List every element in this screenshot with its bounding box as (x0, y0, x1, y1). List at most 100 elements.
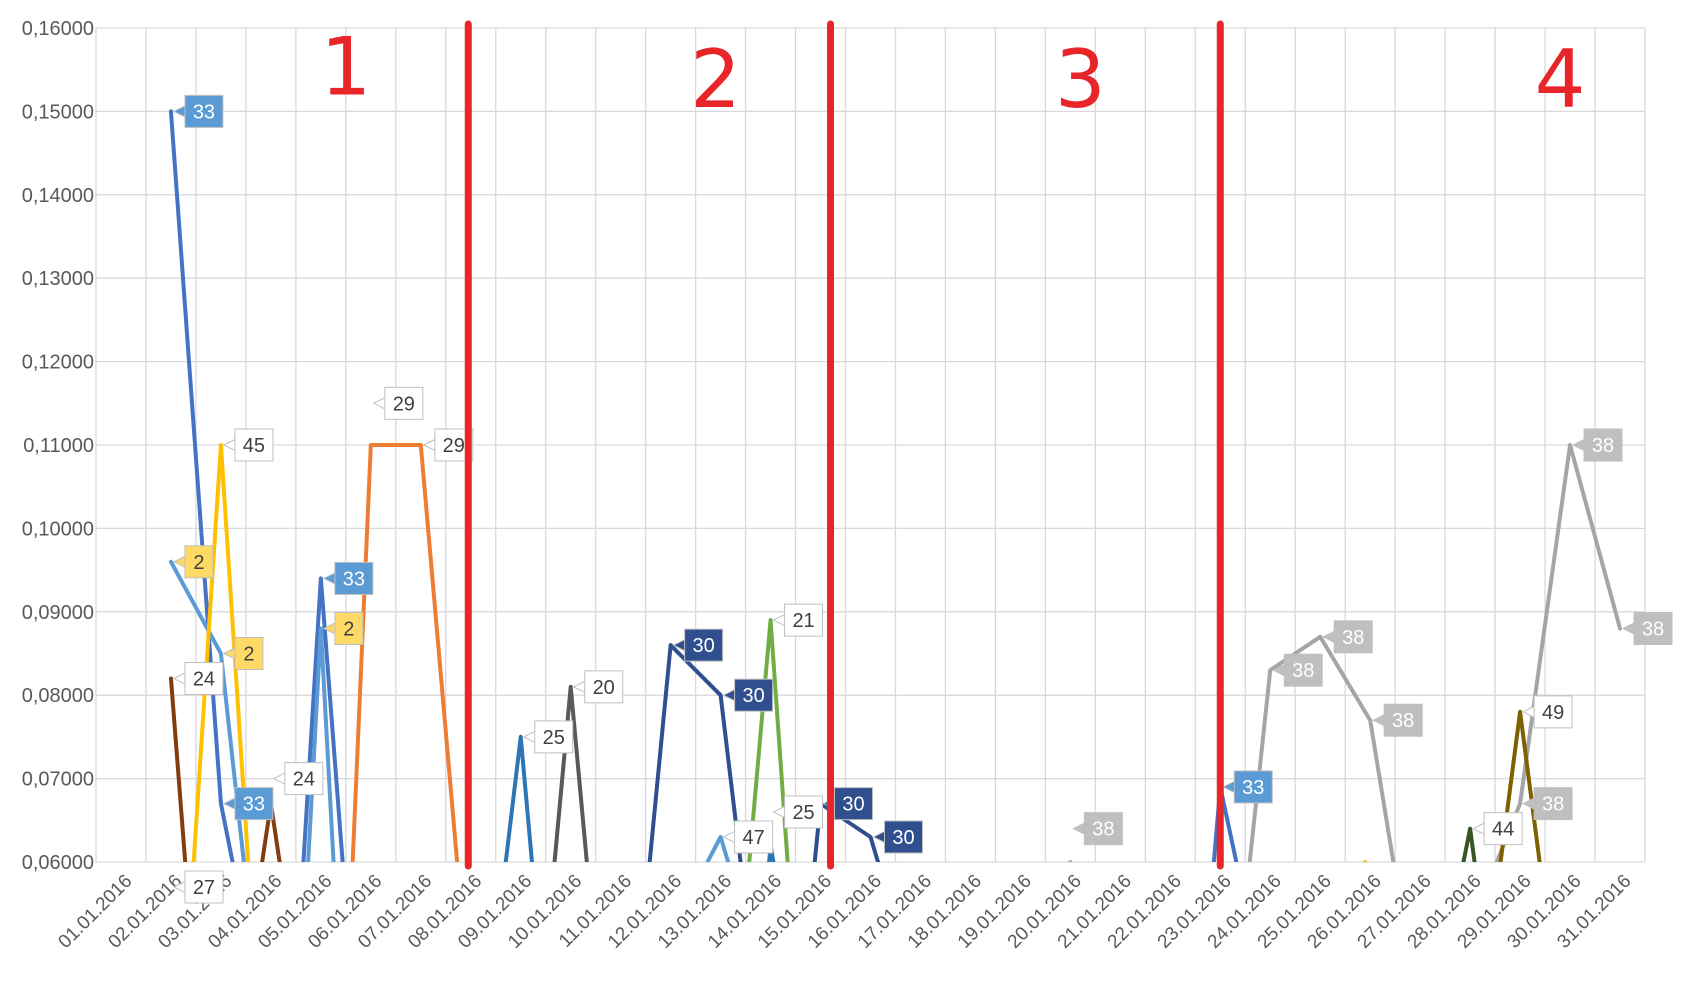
series-line (705, 834, 731, 862)
data-label: 30 (872, 820, 923, 854)
data-label: 24 (272, 762, 324, 796)
data-label-text: 38 (1542, 794, 1564, 816)
data-label: 33 (322, 561, 374, 595)
series-line (647, 643, 743, 862)
data-label: 38 (1372, 703, 1423, 737)
data-label-box (234, 637, 264, 670)
data-label-text: 38 (1642, 618, 1664, 640)
section-number: 4 (1535, 33, 1586, 126)
data-label-text: 30 (742, 685, 764, 707)
data-label: 38 (1072, 812, 1123, 846)
data-label-text: 44 (1492, 819, 1514, 841)
data-label-box (734, 820, 774, 854)
data-label-box (384, 386, 424, 420)
series-line (350, 443, 460, 862)
data-label-box (334, 611, 364, 645)
y-tick-label: 0,13000 (22, 268, 94, 290)
data-label-text: 24 (193, 669, 215, 691)
data-label-box (734, 678, 774, 712)
data-label: 45 (222, 428, 274, 462)
data-label-box (1283, 653, 1323, 687)
data-label-text: 33 (243, 794, 265, 816)
data-label: 25 (522, 720, 574, 754)
data-label-box (784, 795, 824, 829)
data-label: 33 (1222, 770, 1273, 804)
data-label-box (1533, 695, 1573, 729)
data-label: 33 (222, 787, 274, 821)
data-label-text: 30 (892, 827, 914, 849)
data-label-box (234, 787, 274, 821)
data-label-text: 29 (393, 393, 415, 415)
data-label-box (334, 561, 374, 595)
data-label-box (584, 670, 624, 704)
y-tick-label: 0,16000 (22, 18, 94, 40)
y-axis: 0,06000 0,07000 0,08000 0,09000 0,10000 0,110… (22, 18, 94, 874)
data-label-box (684, 628, 724, 662)
y-tick-label: 0,07000 (22, 769, 94, 791)
data-label: 30 (672, 628, 724, 662)
data-label-text: 38 (1592, 435, 1614, 457)
data-label: 44 (1471, 812, 1523, 846)
data-label-text: 27 (193, 877, 215, 899)
data-label-text: 30 (693, 635, 715, 657)
annotations: 1 2 3 4 (320, 20, 1586, 870)
series-line (552, 684, 589, 862)
data-label: 27 (172, 870, 224, 904)
data-label-box (1333, 620, 1373, 654)
series-line (301, 576, 345, 862)
data-label: 38 (1571, 428, 1623, 462)
data-label-box (534, 720, 574, 754)
y-tick-label: 0,08000 (22, 685, 94, 707)
series-line (168, 676, 188, 862)
data-label: 29 (372, 386, 424, 420)
data-label-text: 33 (193, 101, 215, 123)
series-line (168, 559, 246, 862)
data-label: 33 (172, 94, 224, 128)
data-label: 24 (172, 662, 224, 696)
y-tick-label: 0,14000 (22, 185, 94, 207)
data-label: 38 (1322, 620, 1373, 654)
data-label-text: 47 (742, 827, 764, 849)
data-label-box (234, 428, 274, 462)
data-label-text: 25 (543, 727, 565, 749)
data-label-box (1583, 428, 1623, 462)
y-tick-label: 0,15000 (22, 101, 94, 123)
data-label-box (1633, 611, 1673, 645)
data-label: 2 (322, 611, 364, 645)
data-label-box (184, 870, 224, 904)
data-label-text: 38 (1292, 660, 1314, 682)
data-label-box (1533, 787, 1573, 821)
data-label: 49 (1521, 695, 1573, 729)
series-line (812, 801, 881, 862)
data-label-box (884, 820, 923, 854)
y-tick-label: 0,10000 (22, 518, 94, 540)
data-label-box (1483, 812, 1523, 846)
data-label-box (284, 762, 324, 796)
data-label: 38 (1621, 611, 1673, 645)
series-line (306, 626, 336, 862)
data-label-text: 38 (1392, 710, 1414, 732)
y-tick-label: 0,11000 (23, 435, 94, 457)
data-label: 38 (1272, 653, 1323, 687)
series-line (1461, 826, 1477, 862)
section-number: 1 (320, 21, 371, 114)
series-line (1247, 634, 1396, 862)
data-label-text: 45 (243, 435, 265, 457)
data-label: 29 (422, 428, 474, 462)
data-label-box (184, 94, 224, 128)
data-label-box (784, 603, 824, 637)
data-label: 21 (772, 603, 824, 637)
data-label-box (1083, 812, 1123, 846)
data-label-text: 30 (842, 794, 864, 816)
data-label-box (834, 787, 874, 821)
data-label-text: 2 (193, 552, 204, 574)
data-labels: 33 2 24 27 45 2 33 24 33 2 29 29 25 20 30 30 47 21 25 30 30 3… (172, 94, 1673, 904)
data-label-text: 33 (343, 568, 365, 590)
data-label: 2 (222, 637, 264, 670)
y-tick-label: 0,12000 (22, 352, 94, 374)
data-label: 47 (722, 820, 774, 854)
data-label-box (184, 662, 224, 696)
